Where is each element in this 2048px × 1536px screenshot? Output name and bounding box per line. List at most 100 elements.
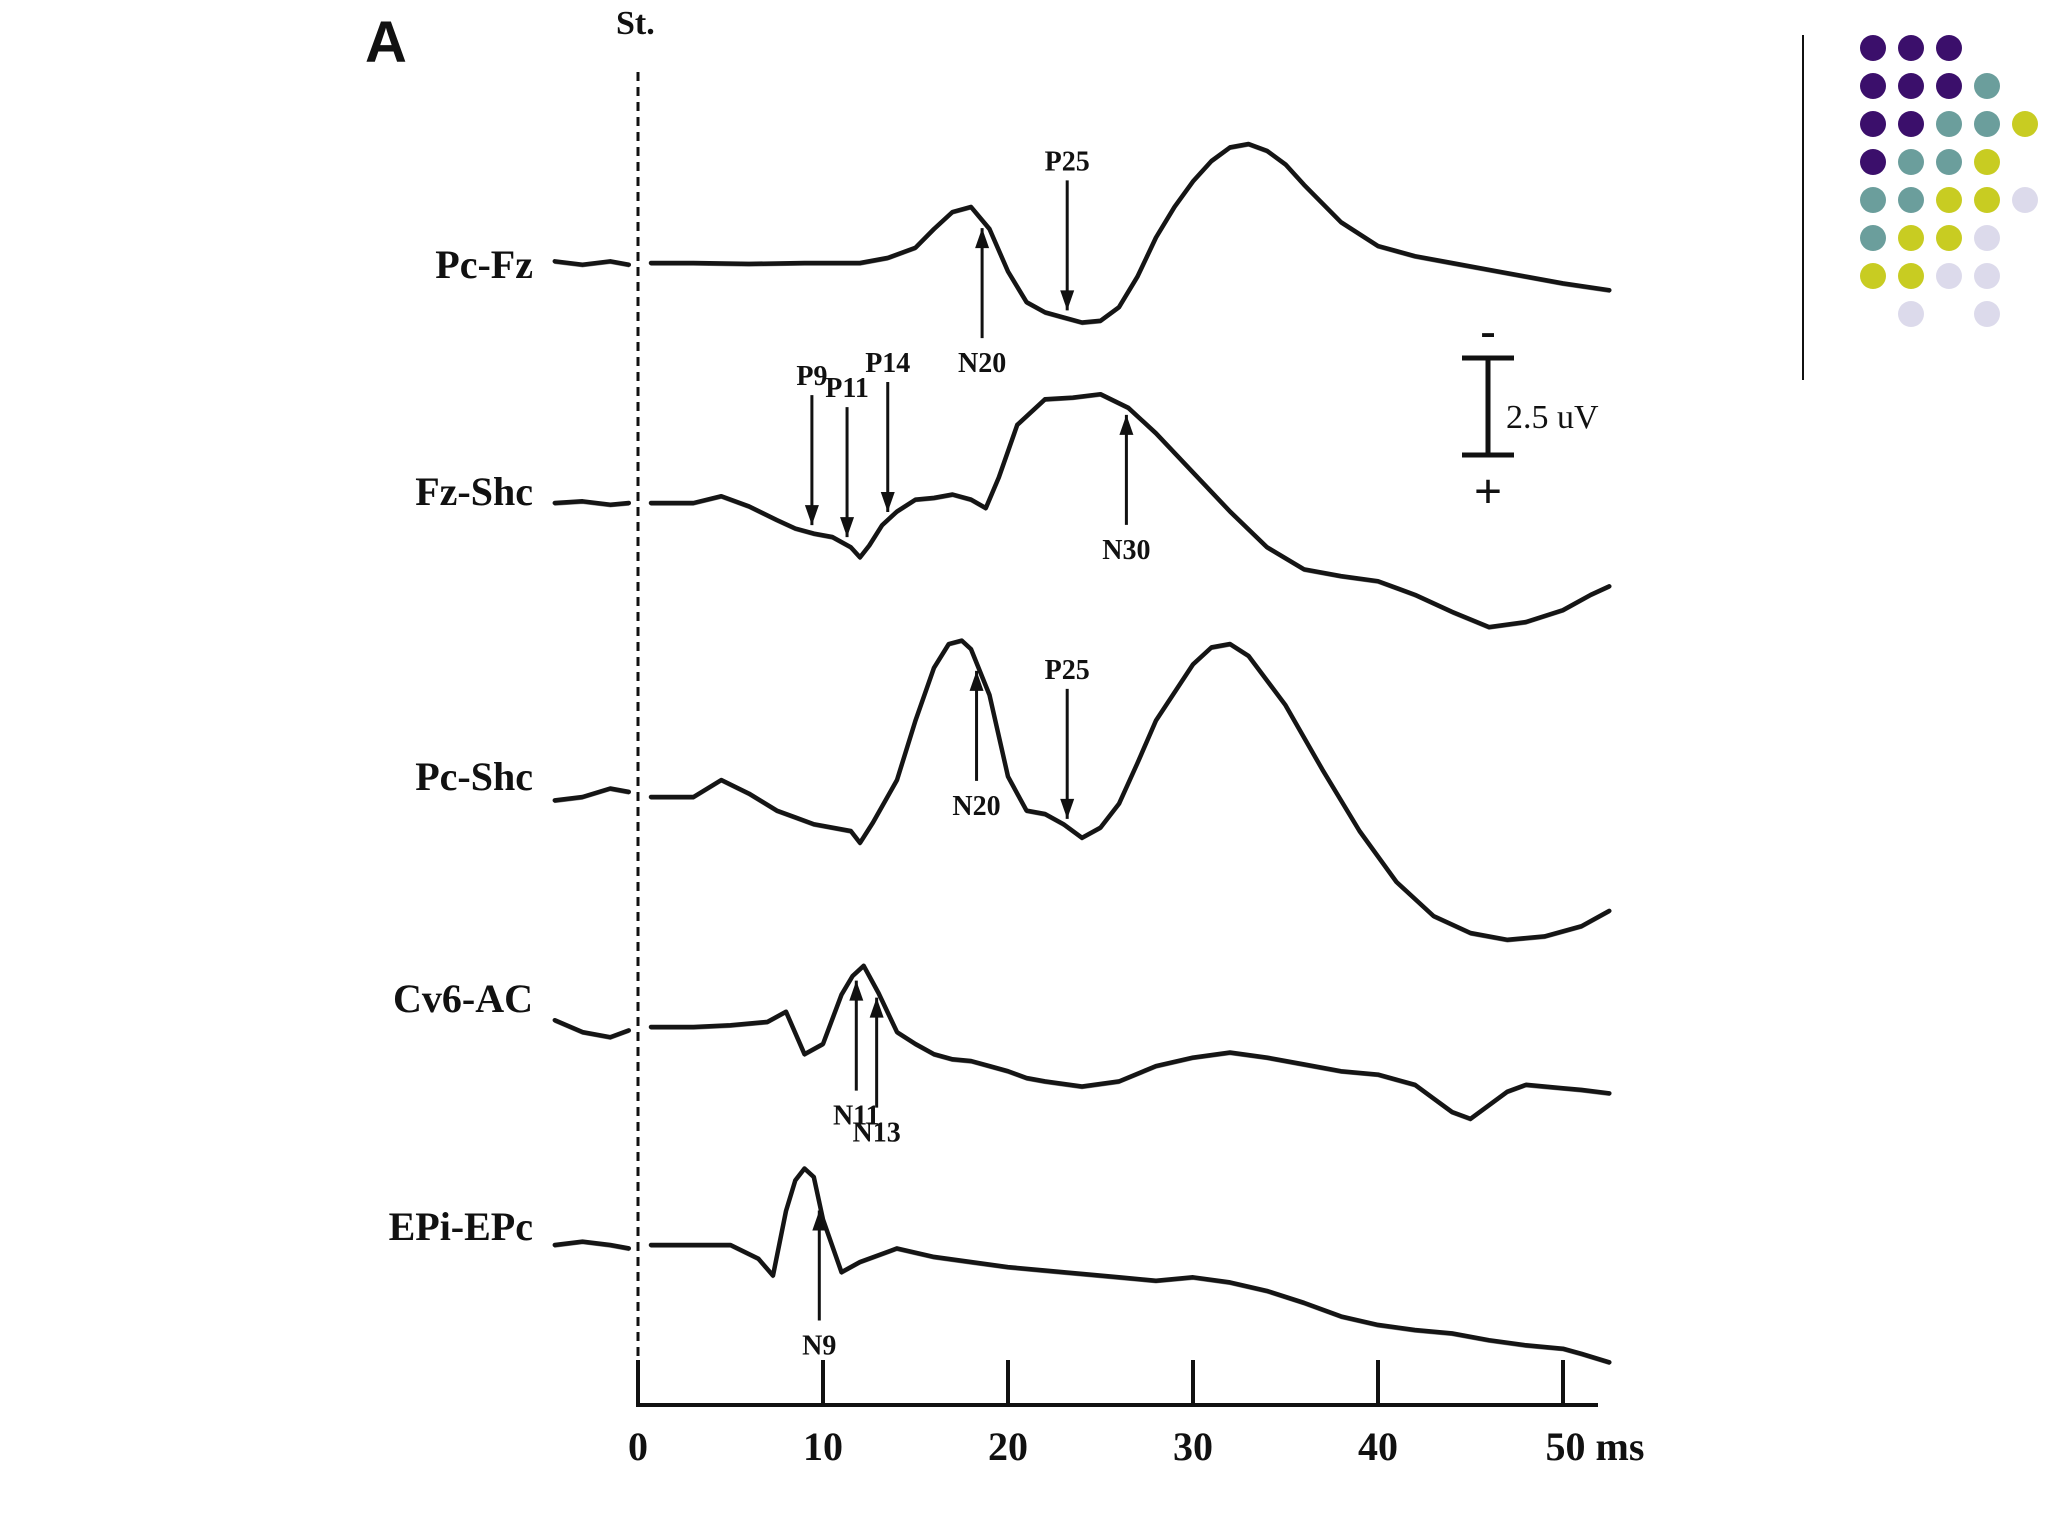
dot-r1-c0: [1860, 73, 1886, 99]
marker-label-n13-cv6-ac: N13: [853, 1118, 901, 1149]
dot-r6-c1: [1898, 263, 1924, 289]
dot-r3-c1: [1898, 149, 1924, 175]
marker-n20-pc-fz: N20: [958, 228, 1006, 379]
x-tick-label-30: 30: [1173, 1424, 1213, 1469]
dot-r1-c1: [1898, 73, 1924, 99]
marker-label-n9-epi-epc: N9: [802, 1331, 836, 1362]
dot-r7-c1: [1898, 301, 1924, 327]
trace-overlay-epi-epc-pre: [554, 1242, 630, 1252]
scale-bar-negative-sign: -: [1480, 305, 1495, 356]
dot-r4-c2: [1936, 187, 1962, 213]
dot-r2-c4: [2012, 111, 2038, 137]
dot-r4-c4: [2012, 187, 2038, 213]
marker-label-p25-pc-fz: P25: [1045, 146, 1090, 177]
dot-r3-c3: [1974, 149, 2000, 175]
trace-overlay-pc-shc-pre: [554, 789, 630, 804]
dot-r5-c3: [1974, 225, 2000, 251]
trace-label-epi-epc: EPi-EPc: [389, 1204, 533, 1249]
x-tick-label-40: 40: [1358, 1424, 1398, 1469]
dot-r5-c2: [1936, 225, 1962, 251]
trace-label-pc-fz: Pc-Fz: [435, 242, 533, 287]
x-axis: 0 10 20 30 40 50 ms: [628, 1360, 1644, 1469]
dot-r4-c1: [1898, 187, 1924, 213]
x-tick-label-50: 50 ms: [1546, 1424, 1645, 1469]
trace-line-pc-fz-post: [648, 141, 1612, 325]
marker-p11-fz-shc: P11: [825, 373, 869, 538]
marker-label-n11-cv6-ac: N11: [833, 1101, 880, 1132]
marker-arrowhead-n20-pc-fz: [975, 228, 990, 249]
marker-n30-fz-shc: N30: [1102, 414, 1151, 566]
marker-p25-pc-shc: P25: [1045, 655, 1090, 819]
dot-r4-c0: [1860, 187, 1886, 213]
panel-label: A: [365, 10, 407, 75]
marker-n13-cv6-ac: N13: [853, 997, 901, 1149]
marker-arrowhead-n20-pc-shc: [969, 670, 984, 691]
dot-r0-c2: [1936, 35, 1962, 61]
dot-r3-c0: [1860, 149, 1886, 175]
x-tick-label-0: 0: [628, 1424, 648, 1469]
scale-bar-positive-sign: +: [1474, 463, 1503, 519]
dot-r2-c1: [1898, 111, 1924, 137]
dot-r2-c2: [1936, 111, 1962, 137]
trace-label-pc-shc: Pc-Shc: [415, 754, 533, 799]
trace-line-pc-shc-pre: [552, 786, 632, 803]
marker-label-p14-fz-shc: P14: [865, 348, 910, 379]
marker-arrowhead-p25-pc-fz: [1060, 290, 1075, 311]
trace-overlay-fz-shc-pre: [554, 502, 630, 508]
trace-line-epi-epc-pre: [552, 1239, 632, 1251]
trace-line-pc-shc-post: [648, 638, 1612, 943]
trace-line-cv6-ac-pre: [552, 1017, 632, 1040]
trace-overlay-pc-shc-post: [650, 641, 1610, 943]
marker-n20-pc-shc: N20: [952, 670, 1001, 822]
marker-arrowhead-n13-cv6-ac: [869, 997, 884, 1018]
dot-r0-c0: [1860, 35, 1886, 61]
dot-r1-c3: [1974, 73, 2000, 99]
marker-arrowhead-n30-fz-shc: [1119, 414, 1134, 435]
trace-overlay-cv6-ac-post: [650, 967, 1610, 1122]
marker-label-p25-pc-shc: P25: [1045, 655, 1090, 686]
dot-r5-c0: [1860, 225, 1886, 251]
trace-line-fz-shc-pre: [552, 499, 632, 507]
trace-labels: Pc-Fz Fz-Shc Pc-Shc Cv6-AC EPi-EPc: [389, 242, 533, 1249]
amplitude-scale-bar: - + 2.5 uV: [1462, 305, 1599, 519]
dot-r6-c0: [1860, 263, 1886, 289]
scale-bar-label: 2.5 uV: [1506, 399, 1599, 436]
trace-line-cv6-ac-post: [648, 963, 1612, 1122]
decorative-dot-grid: [1860, 35, 2038, 327]
trace-label-fz-shc: Fz-Shc: [415, 469, 533, 514]
marker-arrowhead-p11-fz-shc: [840, 517, 855, 538]
x-tick-label-10: 10: [803, 1424, 843, 1469]
marker-n11-cv6-ac: N11: [833, 980, 880, 1132]
marker-n9-epi-epc: N9: [802, 1210, 836, 1362]
x-tick-label-20: 20: [988, 1424, 1028, 1469]
trace-overlay-pc-fz-post: [650, 145, 1610, 326]
dot-r0-c1: [1898, 35, 1924, 61]
marker-label-p9-fz-shc: P9: [796, 361, 827, 392]
marker-arrowhead-p25-pc-shc: [1060, 798, 1075, 819]
marker-label-n20-pc-shc: N20: [952, 791, 1000, 822]
trace-lines: [552, 141, 1612, 1365]
marker-p25-pc-fz: P25: [1045, 146, 1090, 311]
trace-label-cv6-ac: Cv6-AC: [393, 976, 533, 1021]
marker-arrowhead-p9-fz-shc: [804, 505, 819, 526]
trace-overlay-cv6-ac-pre: [554, 1021, 630, 1040]
trace-overlay-fz-shc-post: [650, 395, 1610, 630]
marker-arrowhead-n11-cv6-ac: [849, 980, 864, 1001]
trace-line-pc-fz-pre: [552, 259, 632, 267]
dot-r7-c3: [1974, 301, 2000, 327]
marker-arrowhead-p14-fz-shc: [880, 492, 895, 512]
dot-r2-c3: [1974, 111, 2000, 137]
marker-p9-fz-shc: P9: [796, 361, 827, 526]
marker-label-n30-fz-shc: N30: [1102, 535, 1150, 566]
marker-arrowhead-n9-epi-epc: [812, 1210, 827, 1231]
marker-label-p11-fz-shc: P11: [825, 373, 869, 404]
marker-label-n20-pc-fz: N20: [958, 348, 1006, 379]
dot-r3-c2: [1936, 149, 1962, 175]
dot-r2-c0: [1860, 111, 1886, 137]
trace-overlay-epi-epc-post: [650, 1169, 1610, 1365]
dot-r6-c3: [1974, 263, 2000, 289]
trace-overlay-pc-fz-pre: [554, 262, 630, 268]
dot-r5-c1: [1898, 225, 1924, 251]
